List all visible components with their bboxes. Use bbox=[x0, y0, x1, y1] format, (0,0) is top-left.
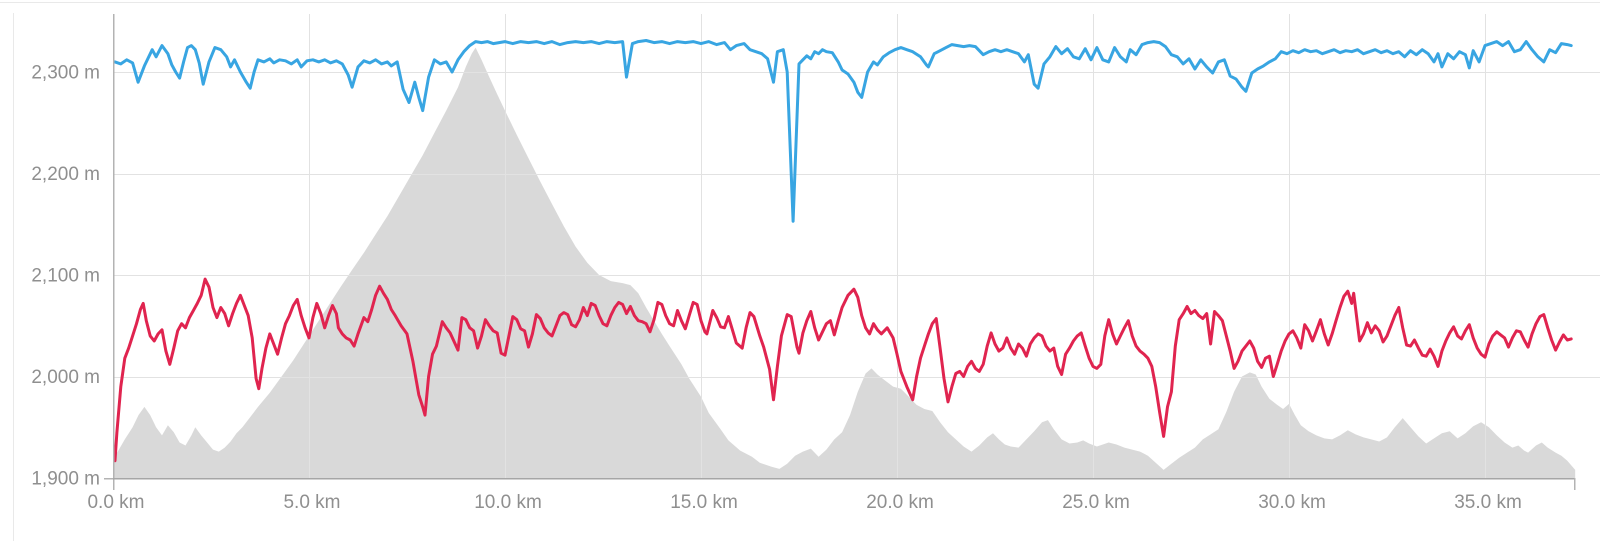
blue-line-series bbox=[113, 39, 1573, 223]
x-tick-label: 0.0 km bbox=[87, 492, 144, 513]
elevation-area-series bbox=[113, 47, 1576, 478]
x-tick-label: 25.0 km bbox=[1062, 492, 1130, 513]
x-tick-label: 15.0 km bbox=[670, 492, 738, 513]
x-tick-label: 20.0 km bbox=[866, 492, 934, 513]
y-tick-label: 2,100 m bbox=[31, 266, 100, 287]
x-tick-label: 10.0 km bbox=[474, 492, 542, 513]
x-tick-label: 30.0 km bbox=[1258, 492, 1326, 513]
axis-tick-labels: 1,900 m 2,000 m 2,100 m 2,200 m 2,300 m 0.0 k… bbox=[31, 63, 1521, 514]
gridlines bbox=[113, 14, 1600, 478]
axes bbox=[104, 14, 1576, 490]
y-tick-label: 2,000 m bbox=[31, 367, 100, 388]
x-tick-label: 35.0 km bbox=[1454, 492, 1522, 513]
red-line-series bbox=[113, 277, 1573, 463]
y-tick-label: 1,900 m bbox=[31, 469, 100, 490]
x-tick-label: 5.0 km bbox=[283, 492, 340, 513]
y-tick-label: 2,300 m bbox=[31, 63, 100, 84]
y-tick-label: 2,200 m bbox=[31, 164, 100, 185]
